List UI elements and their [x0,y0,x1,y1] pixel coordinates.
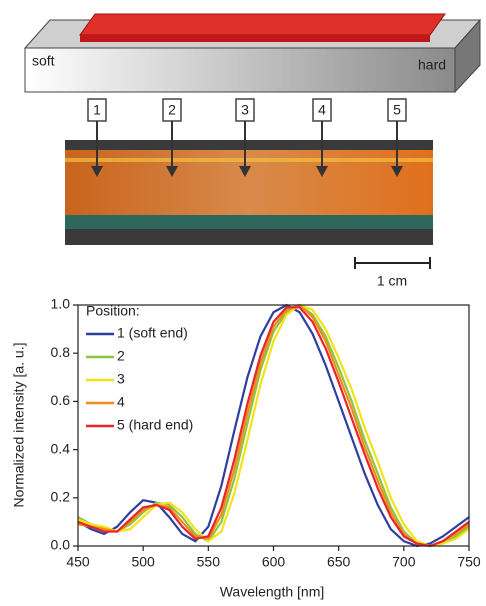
series-line [77,303,470,548]
legend-label: 3 [117,371,125,387]
x-tick-label: 450 [66,554,90,570]
x-tick-label: 600 [262,554,286,570]
series-line [77,303,470,548]
x-tick-label: 550 [197,554,221,570]
y-tick-label: 0.8 [51,344,71,360]
series-line [77,303,470,548]
soft-label: soft [32,53,55,69]
series-line [77,306,470,548]
legend-label: 2 [117,348,125,364]
marker-arrowhead [239,166,251,177]
scale-bar-label: 1 cm [377,273,407,289]
marker-label: 2 [168,102,176,118]
x-tick-label: 650 [327,554,351,570]
y-tick-label: 0.2 [51,489,71,505]
marker-label: 4 [318,102,326,118]
legend-label: 4 [117,394,125,410]
marker-arrowhead [166,166,178,177]
y-tick-label: 0.4 [51,440,71,456]
series-line [77,303,470,548]
x-axis-label: Wavelength [nm] [220,584,325,600]
marker-label: 1 [93,102,101,118]
gradient-schematic: soft hard [23,13,482,94]
position-markers: 1 2 3 4 5 [87,98,407,177]
y-tick-label: 0.0 [51,537,71,553]
x-tick-label: 500 [131,554,155,570]
x-tick-label: 750 [457,554,481,570]
marker-label: 3 [241,102,249,118]
marker-label: 5 [393,102,401,118]
marker-arrowhead [91,166,103,177]
hard-label: hard [418,57,446,73]
chart: Wavelength [nm] Normalized intensity [a.… [11,296,481,600]
y-tick-label: 0.6 [51,392,71,408]
sample-photo [65,140,433,245]
x-tick-label: 700 [392,554,416,570]
y-tick-label: 1.0 [51,296,71,312]
legend-title: Position: [86,303,140,319]
marker-arrowhead [316,166,328,177]
legend-label: 5 (hard end) [117,417,193,433]
marker-arrowhead [391,166,403,177]
y-axis-label: Normalized intensity [a. u.] [11,343,27,508]
legend-label: 1 (soft end) [117,325,188,341]
plot-frame [77,304,470,547]
scale-bar: 1 cm [354,257,431,289]
